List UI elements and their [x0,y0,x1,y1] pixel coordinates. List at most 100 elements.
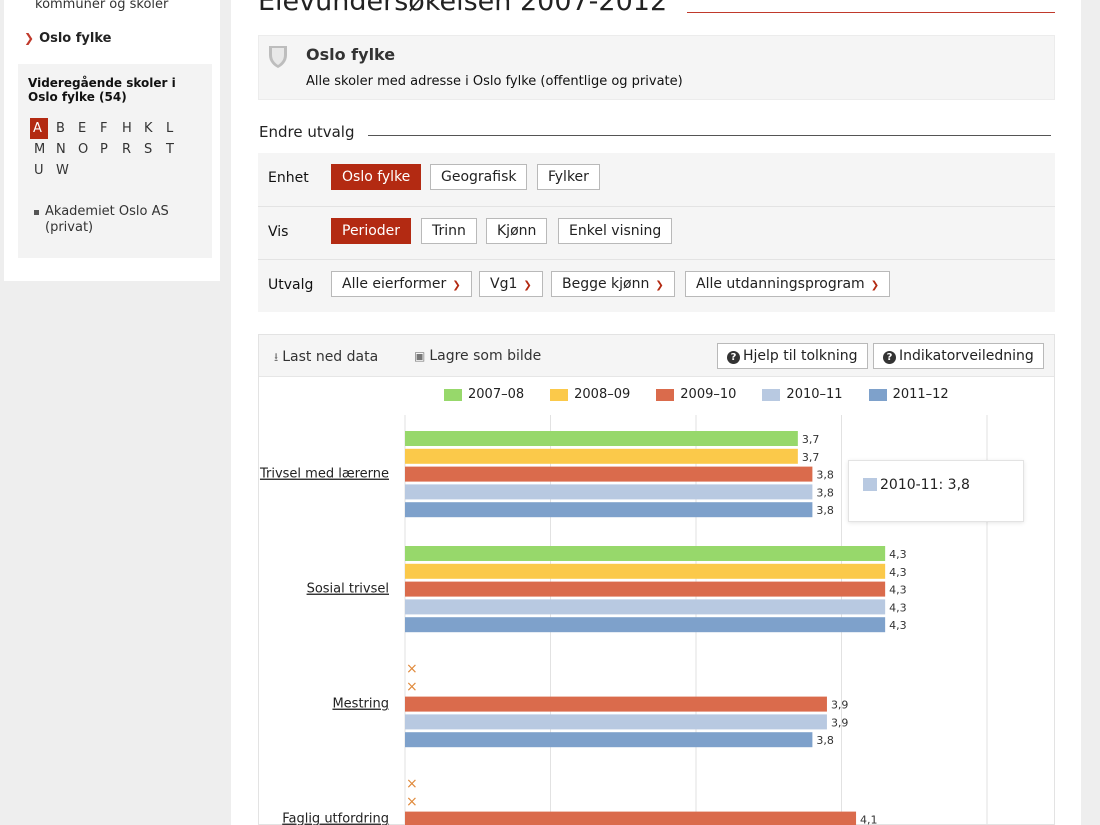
legend-label: 2008–09 [574,387,631,402]
legend-label: 2010–11 [786,387,843,402]
letter-filter-n[interactable]: N [56,142,66,157]
legend-label: 2009–10 [680,387,737,402]
download-data-link[interactable]: ⭳ Last ned data [274,348,378,369]
unit-card: Oslo fylke Alle skoler med adresse i Osl… [258,35,1055,100]
bar-value-label: 4,1 [860,814,878,825]
kjonn-select[interactable]: Begge kjønn ❯ [551,271,675,297]
chart-tooltip: 2010-11: 3,8 [848,460,1024,522]
chart-legend: 2007–08 2008–09 2009–10 2010–11 2011–12 [444,387,975,402]
utdanningsprogram-select-value: Alle utdanningsprogram [696,276,865,292]
save-image-label: Lagre som bilde [429,348,542,364]
letter-filter-r[interactable]: R [122,142,132,157]
filter-row-vis: Vis Perioder Trinn Kjønn Enkel visning [258,206,1055,259]
letter-filter-h[interactable]: H [122,121,132,136]
missing-marker: × [406,776,418,792]
tooltip-swatch [863,478,877,491]
letter-filter-l[interactable]: L [166,121,174,136]
trinn-select[interactable]: Vg1 ❯ [479,271,543,297]
missing-marker: × [406,661,418,677]
sidebar-link-kommuner[interactable]: kommuner og skoler [35,0,169,12]
indicator-guide-button[interactable]: ? Indikatorveiledning [873,343,1044,369]
legend-label: 2007–08 [468,387,525,402]
bar [405,563,886,579]
letter-filter-k[interactable]: K [144,121,153,136]
bar [405,484,813,500]
school-link[interactable]: Akademiet Oslo AS (privat) [32,204,202,236]
sidebar-current-label: Oslo fylke [39,31,112,46]
unit-description: Alle skoler med adresse i Oslo fylke (of… [306,74,683,89]
filter-section-divider [368,135,1051,136]
chevron-down-icon: ❯ [655,280,664,291]
eierform-select-value: Alle eierformer [342,276,447,292]
bar [405,431,798,446]
filter-row-enhet: Enhet Oslo fylke Geografisk Fylker [258,153,1055,206]
letter-filter-e[interactable]: E [78,121,87,136]
letter-filter-a[interactable]: A [30,118,48,139]
question-icon: ? [727,351,740,364]
filter-row-utvalg: Utvalg Alle eierformer ❯ Vg1 ❯ Begge kjønn… [258,259,1055,312]
letter-filter-b[interactable]: B [56,121,65,136]
eierform-select[interactable]: Alle eierformer ❯ [331,271,472,297]
missing-marker: × [406,794,418,810]
letter-filter-f[interactable]: F [100,121,108,136]
legend-swatch [444,388,462,401]
bar-value-label: 4,3 [889,601,907,614]
legend-swatch [868,388,887,401]
enhet-button-geografisk[interactable]: Geografisk [430,164,528,190]
sidebar-current-unit[interactable]: ❯ Oslo fylke [24,31,111,46]
legend-swatch [762,388,781,401]
vis-button-trinn[interactable]: Trinn [421,218,477,244]
legend-item[interactable]: 2009–10 [656,387,736,402]
bar-value-label: 3,8 [816,486,834,499]
bar [405,448,798,464]
bar-value-label: 4,3 [889,548,907,561]
letter-filter-m[interactable]: M [34,142,46,157]
legend-item[interactable]: 2010–11 [762,387,843,402]
help-interpretation-button[interactable]: ? Hjelp til tolkning [717,343,868,369]
legend-item[interactable]: 2011–12 [868,387,949,402]
letter-filter-w[interactable]: W [56,163,69,178]
utdanningsprogram-select[interactable]: Alle utdanningsprogram ❯ [685,271,891,297]
title-divider [687,12,1055,13]
category-label[interactable]: Mestring [332,697,389,712]
chevron-down-icon: ❯ [452,280,461,291]
category-label[interactable]: Faglig utfordring [282,812,389,825]
chevron-down-icon: ❯ [870,280,880,291]
legend-item[interactable]: 2007–08 [444,387,524,402]
enhet-button-oslo-fylke[interactable]: Oslo fylke [331,164,422,190]
letter-filter-s[interactable]: S [144,142,153,157]
bar-value-label: 3,9 [831,699,849,712]
bar [405,599,886,615]
bar [405,714,827,730]
trinn-select-value: Vg1 [490,276,518,292]
question-icon: ? [883,351,896,364]
save-image-link[interactable]: ▣ Lagre som bilde [414,348,541,364]
bar-value-label: 4,3 [889,619,907,632]
vis-button-enkel-visning[interactable]: Enkel visning [558,218,673,244]
chevron-down-icon: ❯ [24,31,35,45]
enhet-button-fylker[interactable]: Fylker [537,164,600,190]
legend-item[interactable]: 2008–09 [550,387,630,402]
shield-icon [269,46,287,68]
bar [405,696,827,712]
category-label[interactable]: Sosial trivsel [307,582,389,597]
vis-button-kjonn[interactable]: Kjønn [486,218,548,244]
bar-value-label: 4,3 [889,584,907,597]
main-content: Elevundersøkelsen 2007-2012 Oslo fylke A… [231,0,1081,825]
bar [405,581,886,597]
image-icon: ▣ [414,349,426,363]
enhet-label: Enhet [268,170,309,186]
letter-filter-u[interactable]: U [34,163,44,178]
legend-swatch [656,388,675,401]
letter-filter-o[interactable]: O [78,142,89,157]
kjonn-select-value: Begge kjønn [562,276,650,292]
utvalg-label: Utvalg [268,277,314,293]
chart-toolbar: ⭳ Last ned data ▣ Lagre som bilde ? Hjelp t… [259,335,1054,377]
category-label[interactable]: Trivsel med lærerne [259,467,389,482]
letter-filter-p[interactable]: P [100,142,108,157]
page-title: Elevundersøkelsen 2007-2012 [258,0,668,17]
vis-button-perioder[interactable]: Perioder [331,218,412,244]
letter-filter-t[interactable]: T [166,142,174,157]
